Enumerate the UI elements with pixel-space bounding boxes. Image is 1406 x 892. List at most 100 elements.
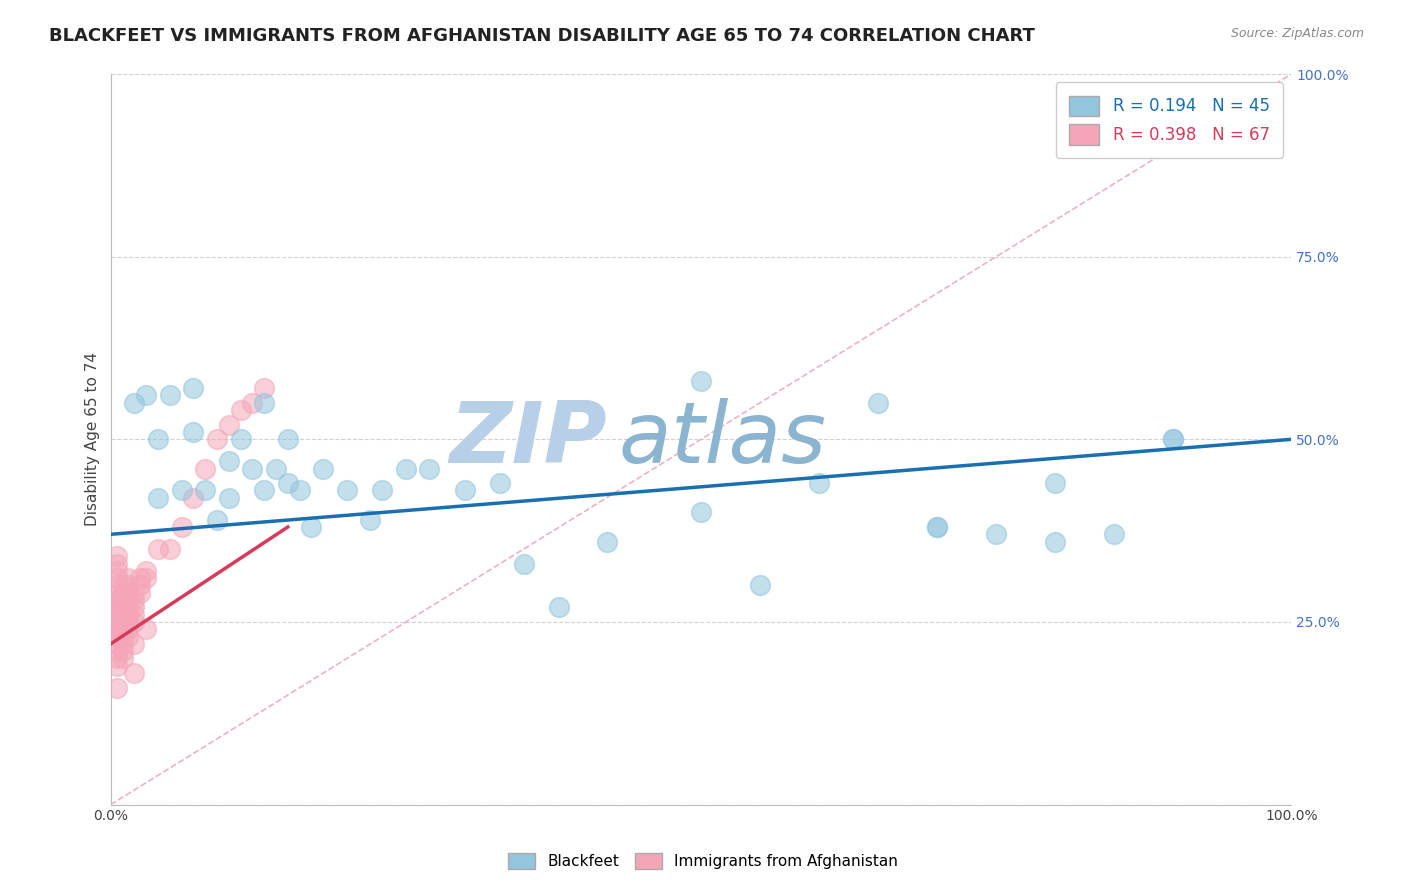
Point (129, 578, 152, 592)
Point (277, 476, 299, 491)
Point (129, 571, 152, 585)
Point (146, 541, 169, 556)
Point (105, 630, 128, 644)
Point (105, 564, 128, 578)
Point (1045, 476, 1067, 491)
Point (124, 637, 146, 651)
Point (129, 586, 152, 600)
Text: atlas: atlas (619, 398, 827, 481)
Point (105, 644, 128, 658)
Point (105, 637, 128, 651)
Point (513, 557, 536, 571)
Point (105, 557, 128, 571)
Point (277, 433, 299, 447)
Point (371, 483, 394, 498)
Point (124, 607, 146, 622)
Point (808, 476, 831, 491)
Point (105, 578, 128, 592)
Point (868, 396, 890, 410)
Point (218, 454, 240, 468)
Point (117, 571, 139, 585)
Point (111, 607, 134, 622)
Point (105, 549, 128, 564)
Point (105, 593, 128, 607)
Point (183, 381, 205, 395)
Point (253, 381, 276, 395)
Point (124, 586, 146, 600)
Point (749, 578, 772, 592)
Point (105, 658, 128, 673)
Point (229, 433, 252, 447)
Legend: R = 0.194   N = 45, R = 0.398   N = 67: R = 0.194 N = 45, R = 0.398 N = 67 (1056, 82, 1284, 158)
Point (299, 520, 322, 534)
Point (288, 483, 311, 498)
Point (124, 593, 146, 607)
Point (489, 476, 512, 491)
Text: ZIP: ZIP (449, 398, 606, 481)
Point (111, 593, 134, 607)
Point (264, 461, 287, 475)
Point (117, 586, 139, 600)
Point (418, 461, 440, 475)
Point (595, 534, 617, 549)
Point (124, 666, 146, 681)
Point (183, 425, 205, 439)
Point (194, 483, 217, 498)
Y-axis label: Disability Age 65 to 74: Disability Age 65 to 74 (86, 352, 100, 526)
Point (117, 607, 139, 622)
Point (105, 607, 128, 622)
Point (336, 483, 359, 498)
Point (146, 433, 169, 447)
Point (105, 681, 128, 695)
Text: BLACKFEET VS IMMIGRANTS FROM AFGHANISTAN DISABILITY AGE 65 TO 74 CORRELATION CHA: BLACKFEET VS IMMIGRANTS FROM AFGHANISTAN… (49, 27, 1035, 45)
Point (986, 527, 1008, 541)
Point (111, 651, 134, 665)
Point (105, 600, 128, 615)
Point (124, 396, 146, 410)
Point (117, 607, 139, 622)
Point (205, 433, 228, 447)
Point (146, 491, 169, 505)
Point (312, 461, 335, 475)
Point (135, 388, 157, 402)
Point (105, 607, 128, 622)
Point (111, 615, 134, 629)
Point (111, 622, 134, 636)
Point (117, 630, 139, 644)
Point (690, 374, 713, 388)
Point (111, 644, 134, 658)
Point (927, 520, 949, 534)
Point (1161, 433, 1184, 447)
Point (135, 564, 157, 578)
Point (159, 541, 181, 556)
Point (111, 600, 134, 615)
Point (105, 622, 128, 636)
Point (105, 622, 128, 636)
Point (111, 637, 134, 651)
Point (1161, 433, 1184, 447)
Point (183, 491, 205, 505)
Point (242, 461, 264, 475)
Text: Source: ZipAtlas.com: Source: ZipAtlas.com (1230, 27, 1364, 40)
Point (105, 586, 128, 600)
Point (124, 600, 146, 615)
Point (242, 396, 264, 410)
Point (135, 571, 157, 585)
Point (111, 586, 134, 600)
Point (194, 461, 217, 475)
Point (111, 578, 134, 592)
Point (105, 600, 128, 615)
Point (105, 615, 128, 629)
Point (159, 388, 181, 402)
Point (205, 513, 228, 527)
Point (218, 417, 240, 432)
Point (1045, 534, 1067, 549)
Point (105, 593, 128, 607)
Point (454, 483, 477, 498)
Point (253, 396, 276, 410)
Point (218, 491, 240, 505)
Point (170, 520, 193, 534)
Point (927, 520, 949, 534)
Point (135, 622, 157, 636)
Point (105, 615, 128, 629)
